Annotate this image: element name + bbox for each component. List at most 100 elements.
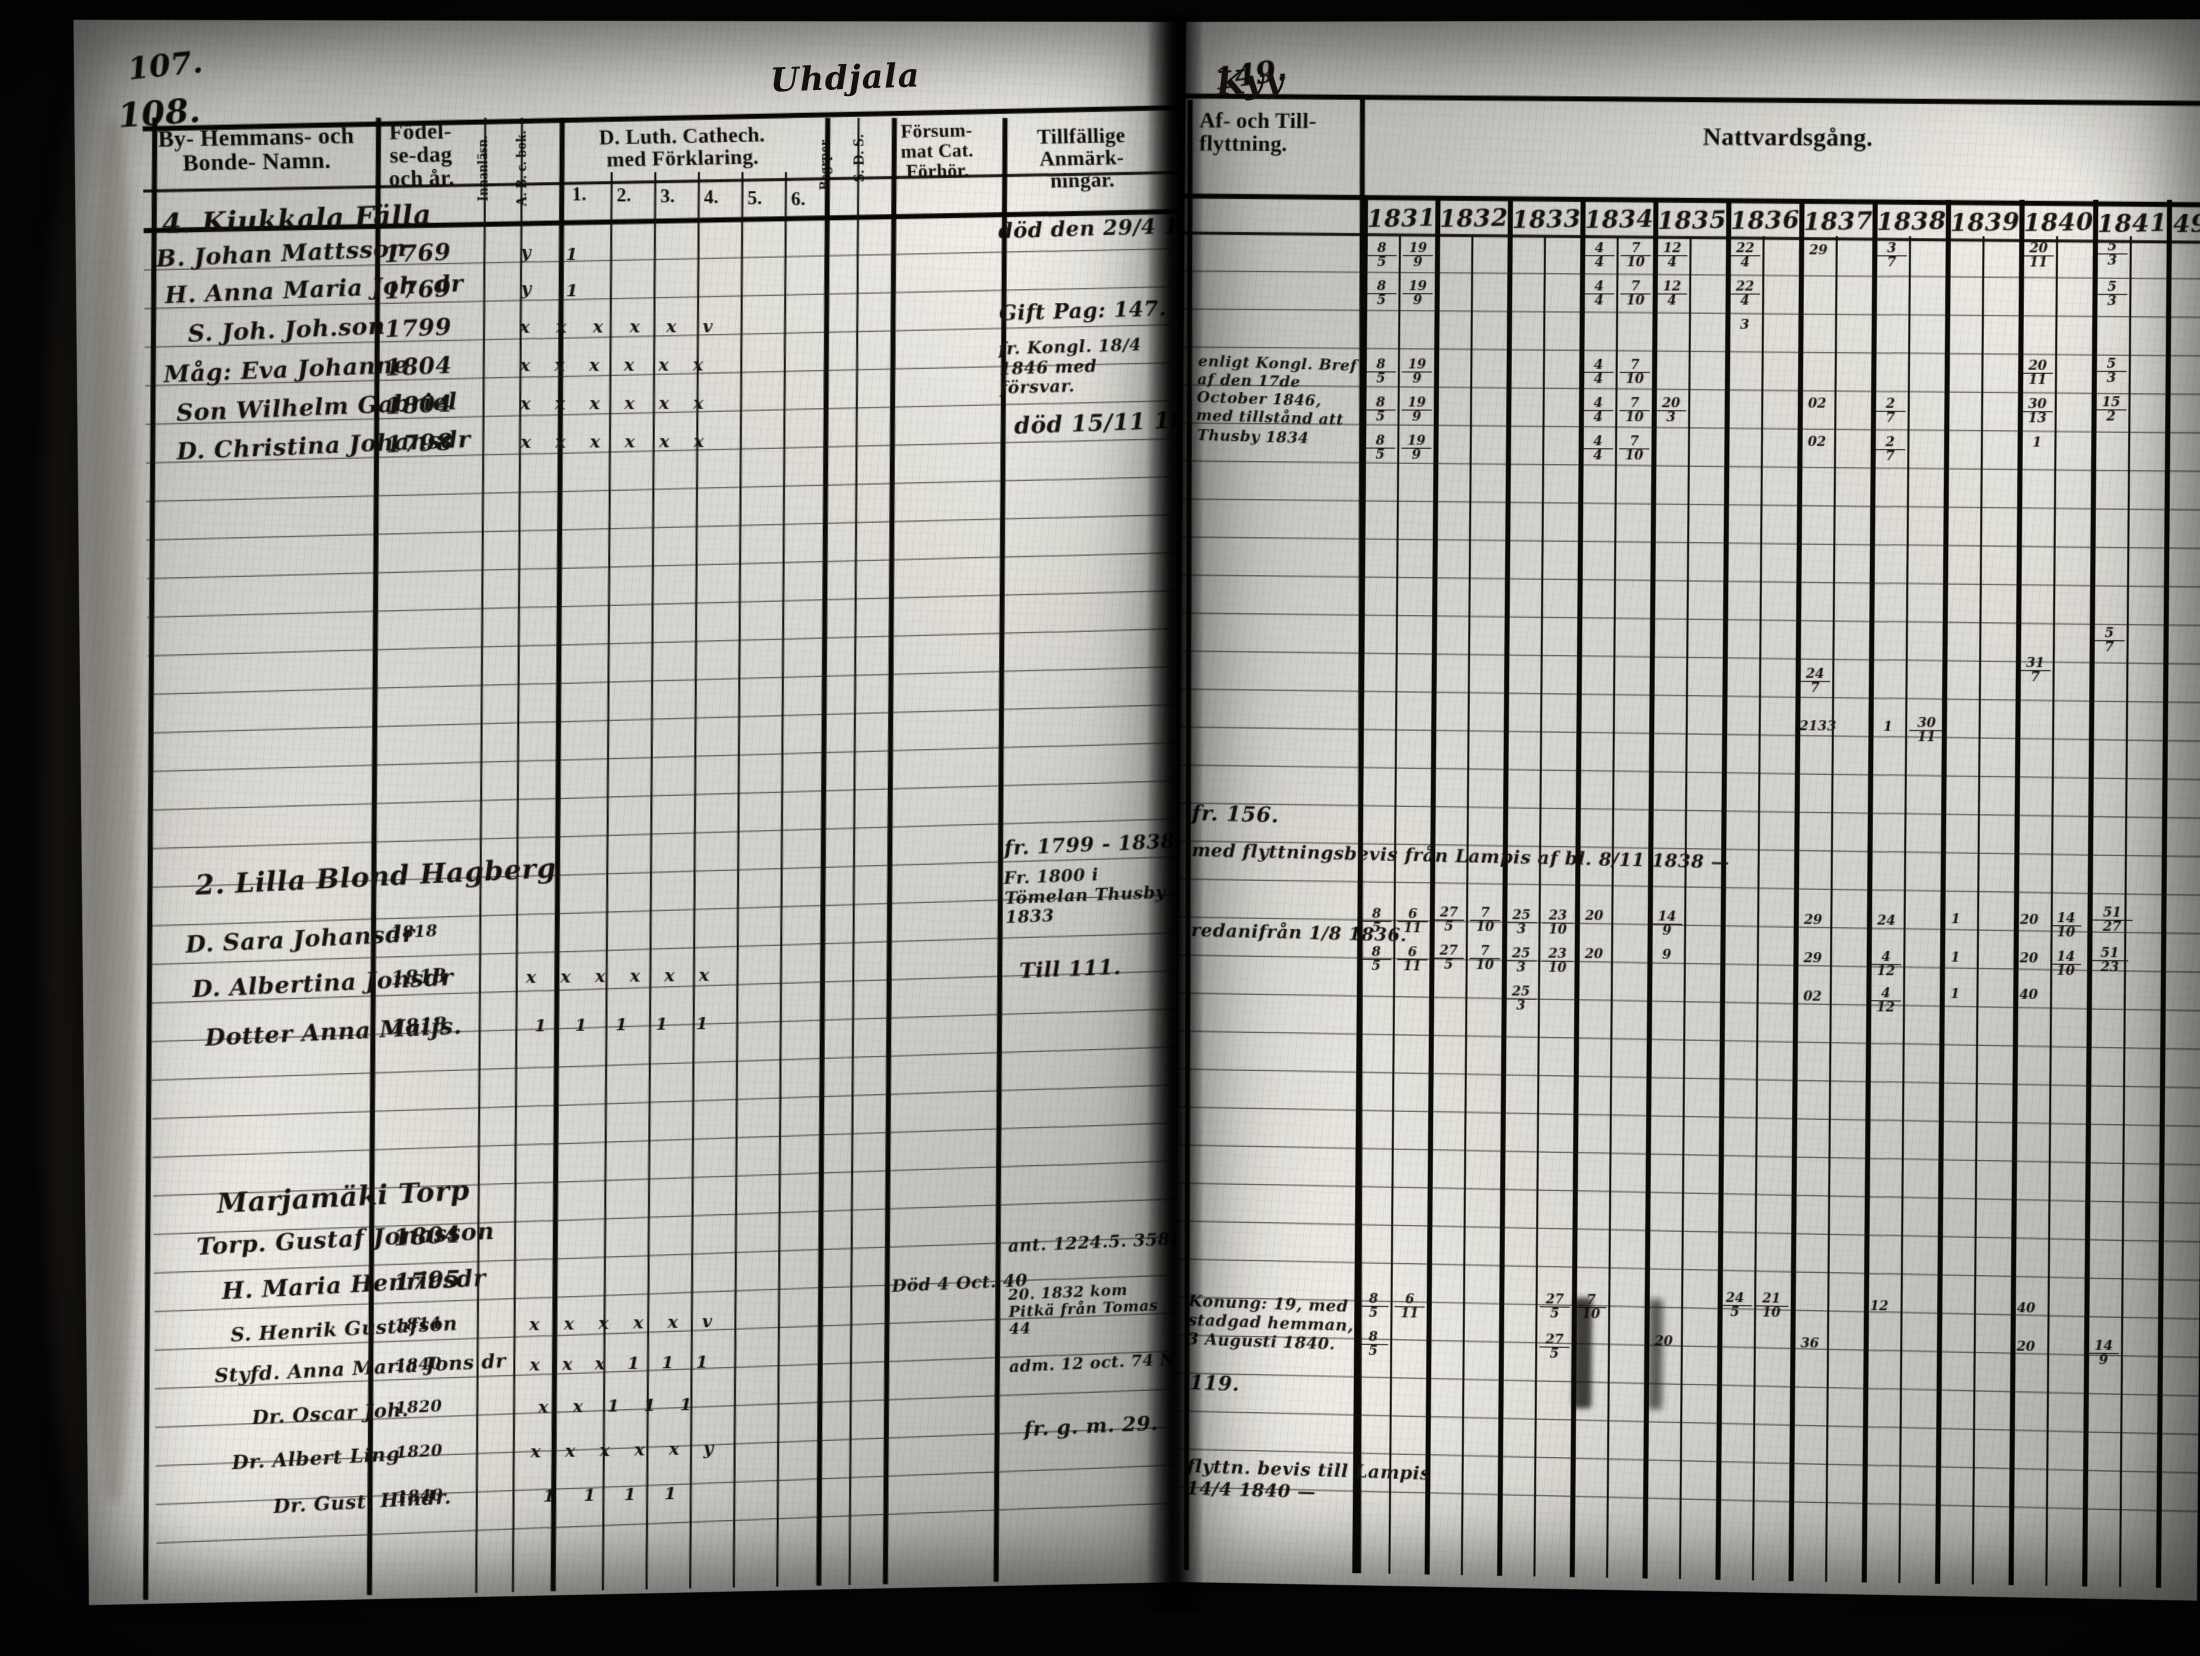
row-rule [1184, 270, 2200, 280]
year-label-1839: 1839 [1949, 206, 2020, 238]
entry-birth: 1799 [384, 313, 453, 344]
row-rule [148, 704, 1175, 734]
communion-fraction: 6 11 [1397, 907, 1428, 936]
entry-note: fr. Kongl. 18/4 1846 med försvar. [998, 335, 1142, 399]
colhead-anmark: Tillfällige Anmärk- ningar. [1036, 123, 1126, 193]
communion-fraction: 23 10 [1542, 947, 1573, 976]
communion-fraction: 12 [1869, 1298, 1889, 1315]
communion-fraction: 30 13 [2021, 397, 2053, 426]
entry-marks: x x x 1 1 1 [529, 1352, 717, 1376]
year-label-1841: 1841 [2096, 207, 2168, 239]
communion-fraction: 24 5 [1717, 1291, 1753, 1320]
communion-fraction: 29 [1803, 912, 1823, 929]
entry-marks: x x x x x x [525, 965, 719, 989]
communion-fraction: 23 10 [1542, 908, 1573, 938]
entry-mark: 1 [565, 281, 579, 302]
col-rule-cathech-5 [776, 172, 788, 1587]
col-rule-sds-forsummat [882, 117, 897, 1585]
col-rule-left-border [143, 117, 158, 1600]
left-page: 107. 108. [73, 19, 1310, 1606]
row-rule [1176, 1258, 2200, 1281]
communion-fraction: 25 3 [1505, 984, 1537, 1014]
entry-note: Till 111. [1018, 953, 1122, 984]
communion-fraction: 12 4 [1656, 279, 1688, 309]
year-label-1835: 1835 [1657, 204, 1727, 236]
row-rule [1180, 764, 2200, 781]
entry-birth: 1818 [390, 920, 439, 943]
communion-fraction: 19 9 [1402, 279, 1433, 308]
cathech-sub-4: 4. [703, 187, 719, 209]
cathech-sub-3: 3. [660, 186, 676, 208]
entry-name: Dr. Oscar Joh. [251, 1398, 410, 1430]
entry-mark: y [520, 242, 531, 264]
communion-fraction: 14 10 [2050, 950, 2082, 979]
entry-birth: 1820 [394, 1395, 443, 1418]
communion-fraction: 25 3 [1505, 946, 1537, 976]
communion-fraction: 51 27 [2091, 905, 2133, 935]
year-half-rule [1678, 236, 1692, 1580]
colhead-fodelse: Födel- se-dag och år. [388, 118, 455, 191]
entry-name: Dr. Albert Ling [231, 1443, 401, 1475]
communion-fraction: 12 4 [1657, 241, 1688, 270]
entry-birth: 1798 [385, 428, 454, 459]
year-label-1837: 1837 [1803, 205, 1874, 237]
ink-smudge [1647, 1298, 1663, 1410]
entry-birth: 1818 [391, 1013, 448, 1039]
right-note: Konung: 19, med stadgad hemman, 3 August… [1187, 1291, 1354, 1354]
entry-marks: 1 1 1 1 [542, 1483, 688, 1507]
communion-fraction: 02 [1803, 989, 1822, 1005]
cathech-sub-5: 5. [747, 188, 763, 210]
entry-marks: x x 1 1 1 [538, 1394, 702, 1418]
row-rule [147, 590, 1174, 618]
right-note: Thusby 1834 [1196, 426, 1310, 448]
year-half-rule [1533, 236, 1547, 1577]
year-label-1838: 1838 [1876, 205, 1947, 237]
entry-birth: 1818 [390, 964, 448, 990]
communion-fraction: 6 11 [1394, 1292, 1425, 1322]
col-rule-cathech-begrper [816, 117, 831, 1586]
year-rule-1836-start [1715, 199, 1732, 1580]
colhead-nattvardsgang: Nattvardsgång. [1702, 123, 1874, 152]
communion-fraction: 20 11 [2023, 241, 2054, 271]
communion-fraction: 14 9 [1651, 909, 1683, 939]
communion-fraction: 19 9 [1401, 396, 1432, 425]
row-rule [1180, 726, 2200, 742]
right-page: 149. Af- och Till- flyttning. Nattvardsg… [1173, 19, 2200, 1601]
year-label-1840: 1840 [2023, 206, 2094, 238]
cathech-sub-2: 2. [616, 185, 632, 207]
row-rule [1178, 954, 2200, 973]
entry-marks: x x x x x x [519, 355, 713, 377]
row-rule [1180, 688, 2200, 704]
entry-marks: x x x x x v [529, 1311, 722, 1336]
row-rule [1177, 1182, 2200, 1204]
entry-birth: 1804 [384, 351, 453, 382]
communion-fraction: 27 5 [1539, 1292, 1570, 1322]
entry-mark: 1 [565, 244, 578, 265]
section-title: 4. Kiukkala Fälla [161, 199, 433, 241]
row-rule [1175, 1410, 2199, 1435]
entry-name: Måg: Eva Johanne [162, 351, 410, 389]
year-rule-1833-start [1497, 199, 1513, 1576]
communion-fraction: 29 [1809, 243, 1828, 259]
communion-fraction: 40 [2019, 987, 2038, 1003]
row-rule [1177, 1106, 2200, 1127]
communion-fraction: 20 3 [1655, 396, 1687, 425]
communion-fraction: 19 9 [1401, 434, 1432, 463]
colhead-abcbok: A. B. c. bok. [514, 130, 531, 207]
heading-cursive-right: Kyy [1214, 59, 1286, 104]
communion-fraction: 6 11 [1397, 945, 1428, 974]
row-rule [1175, 1372, 2199, 1397]
entry-birth: 1840 [394, 1353, 443, 1376]
communion-fraction: 02 [1807, 434, 1827, 450]
communion-fraction: 4 12 [1870, 950, 1902, 979]
entry-birth: 1820 [395, 1440, 444, 1463]
row-rule [148, 666, 1175, 695]
